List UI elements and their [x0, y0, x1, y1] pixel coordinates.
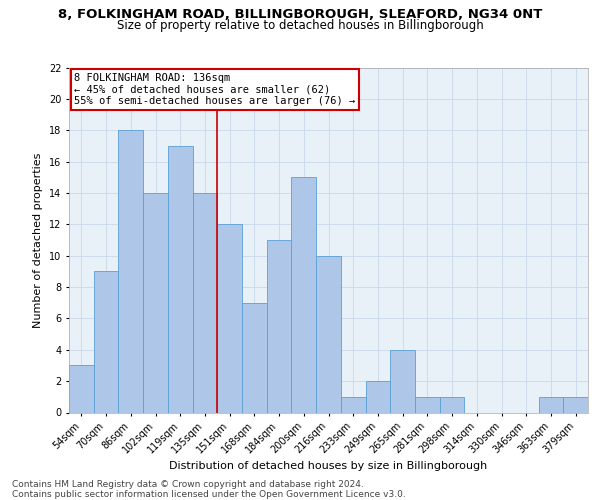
- Bar: [539, 397, 563, 412]
- Bar: [242, 302, 267, 412]
- Bar: [365, 381, 390, 412]
- Y-axis label: Number of detached properties: Number of detached properties: [34, 152, 43, 328]
- Bar: [217, 224, 242, 412]
- Bar: [168, 146, 193, 412]
- X-axis label: Distribution of detached houses by size in Billingborough: Distribution of detached houses by size …: [169, 460, 488, 470]
- Bar: [143, 193, 168, 412]
- Bar: [292, 178, 316, 412]
- Bar: [563, 397, 588, 412]
- Text: Contains HM Land Registry data © Crown copyright and database right 2024.
Contai: Contains HM Land Registry data © Crown c…: [12, 480, 406, 499]
- Bar: [267, 240, 292, 412]
- Bar: [69, 366, 94, 412]
- Bar: [341, 397, 365, 412]
- Text: Size of property relative to detached houses in Billingborough: Size of property relative to detached ho…: [116, 19, 484, 32]
- Bar: [193, 193, 217, 412]
- Bar: [118, 130, 143, 412]
- Bar: [316, 256, 341, 412]
- Text: 8 FOLKINGHAM ROAD: 136sqm
← 45% of detached houses are smaller (62)
55% of semi-: 8 FOLKINGHAM ROAD: 136sqm ← 45% of detac…: [74, 72, 355, 106]
- Bar: [94, 272, 118, 412]
- Bar: [440, 397, 464, 412]
- Text: 8, FOLKINGHAM ROAD, BILLINGBOROUGH, SLEAFORD, NG34 0NT: 8, FOLKINGHAM ROAD, BILLINGBOROUGH, SLEA…: [58, 8, 542, 20]
- Bar: [415, 397, 440, 412]
- Bar: [390, 350, 415, 412]
